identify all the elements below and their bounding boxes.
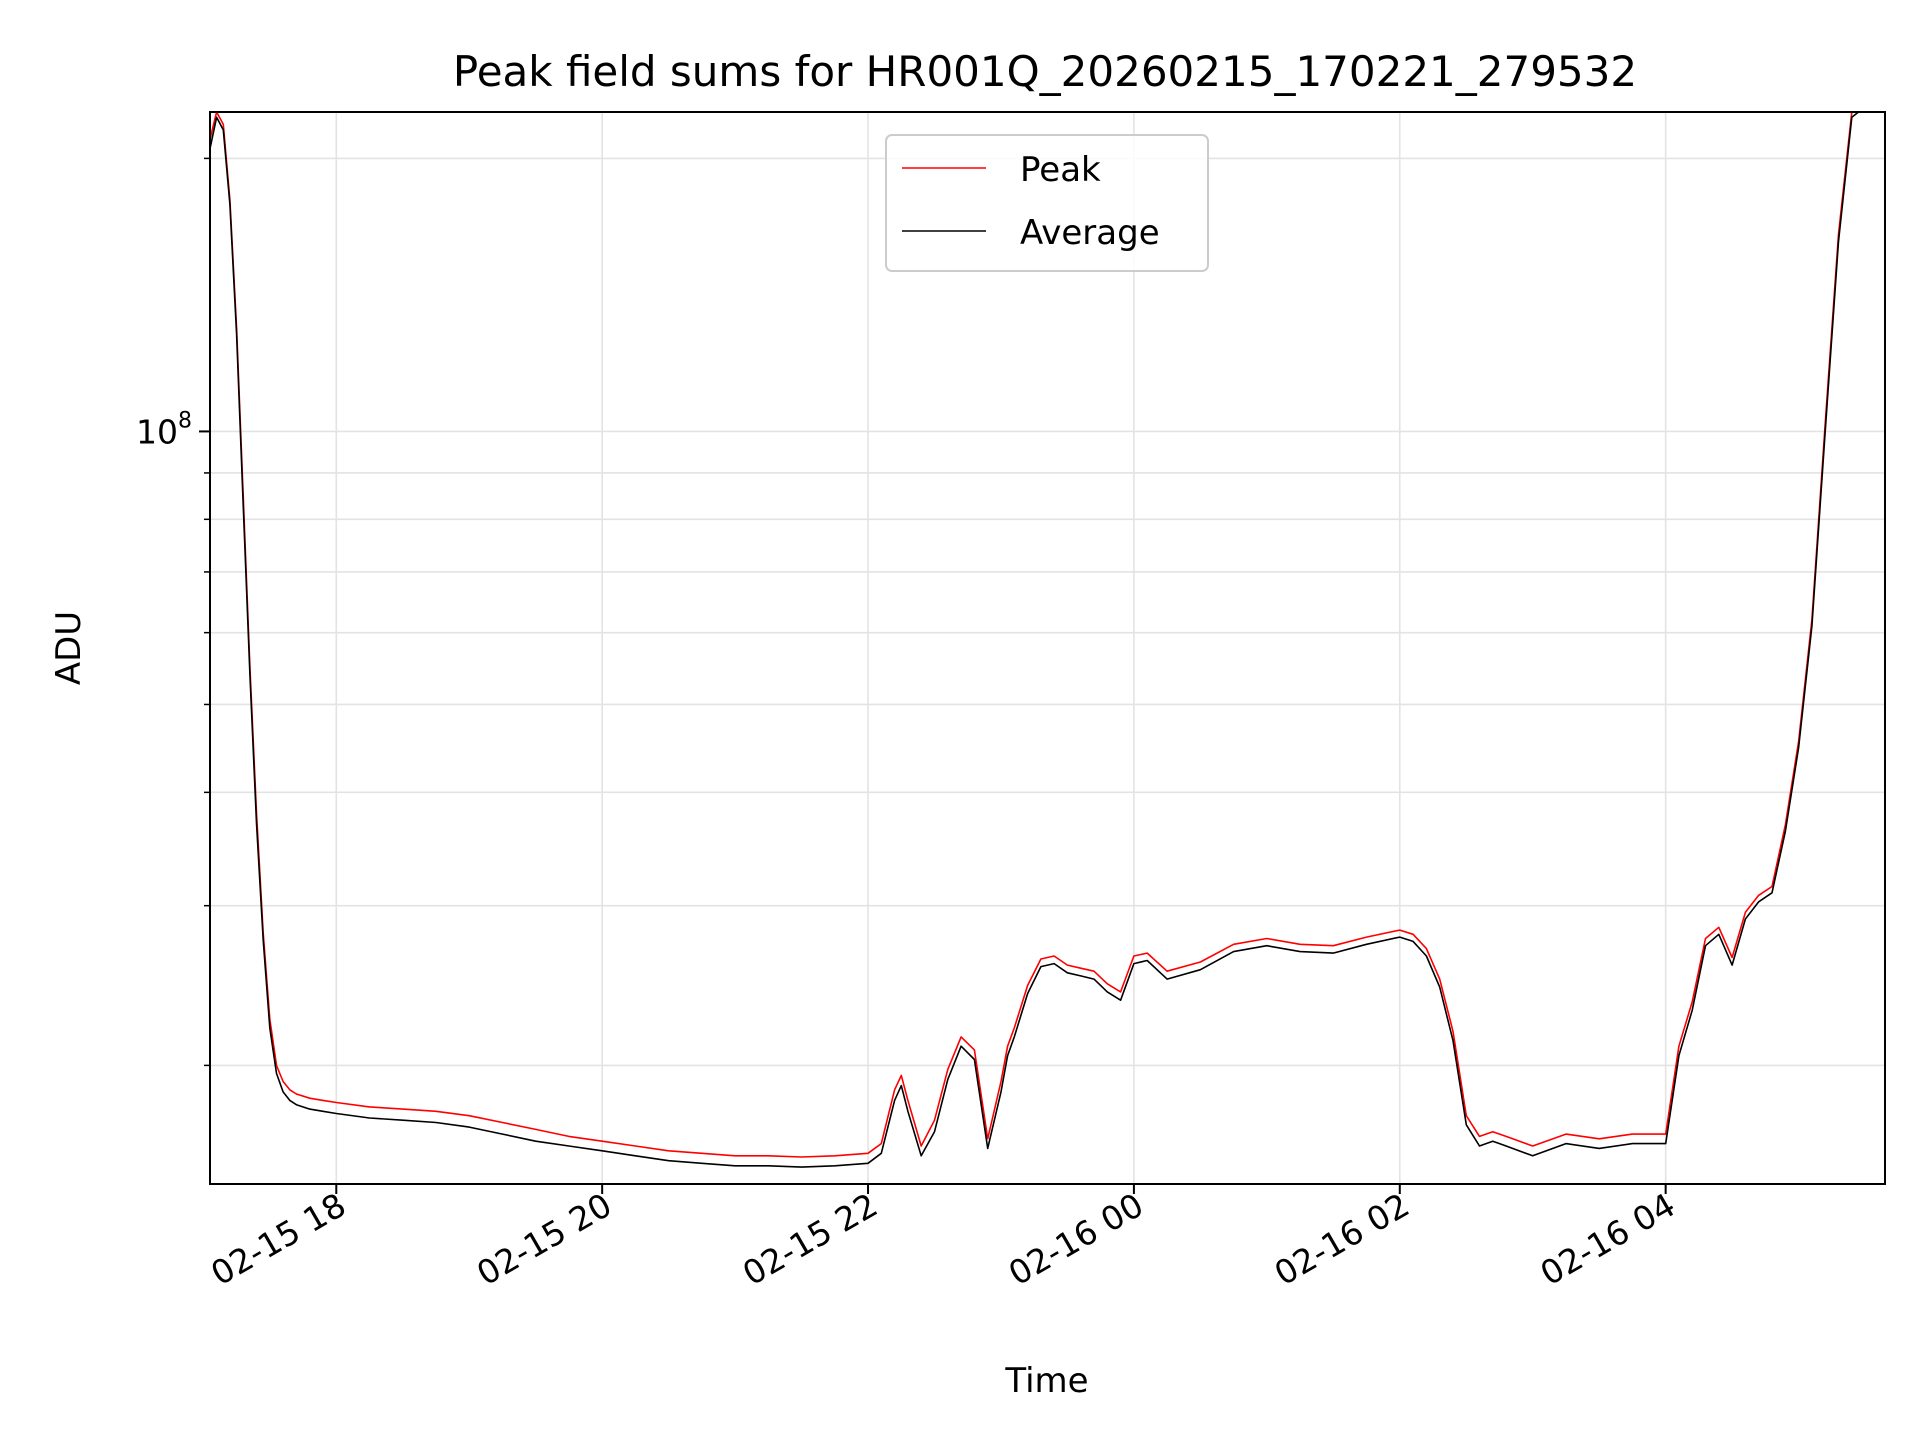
series-line-average (210, 112, 1860, 1168)
x-axis-label: Time (1004, 1361, 1088, 1401)
legend-label-peak: Peak (1020, 150, 1101, 190)
y-axis: 108 (136, 157, 210, 1067)
legend-box (885, 134, 1209, 272)
legend-label-average: Average (1020, 213, 1160, 253)
series-lines (210, 112, 1860, 1168)
legend: Peak Average (885, 134, 1209, 272)
series-line-peak (210, 112, 1854, 1158)
chart-title: Peak field sums for HR001Q_20260215_1702… (453, 47, 1637, 96)
plot-frame (209, 111, 1886, 1185)
y-axis-label: ADU (49, 611, 89, 685)
y-tick-label: 108 (136, 408, 192, 451)
